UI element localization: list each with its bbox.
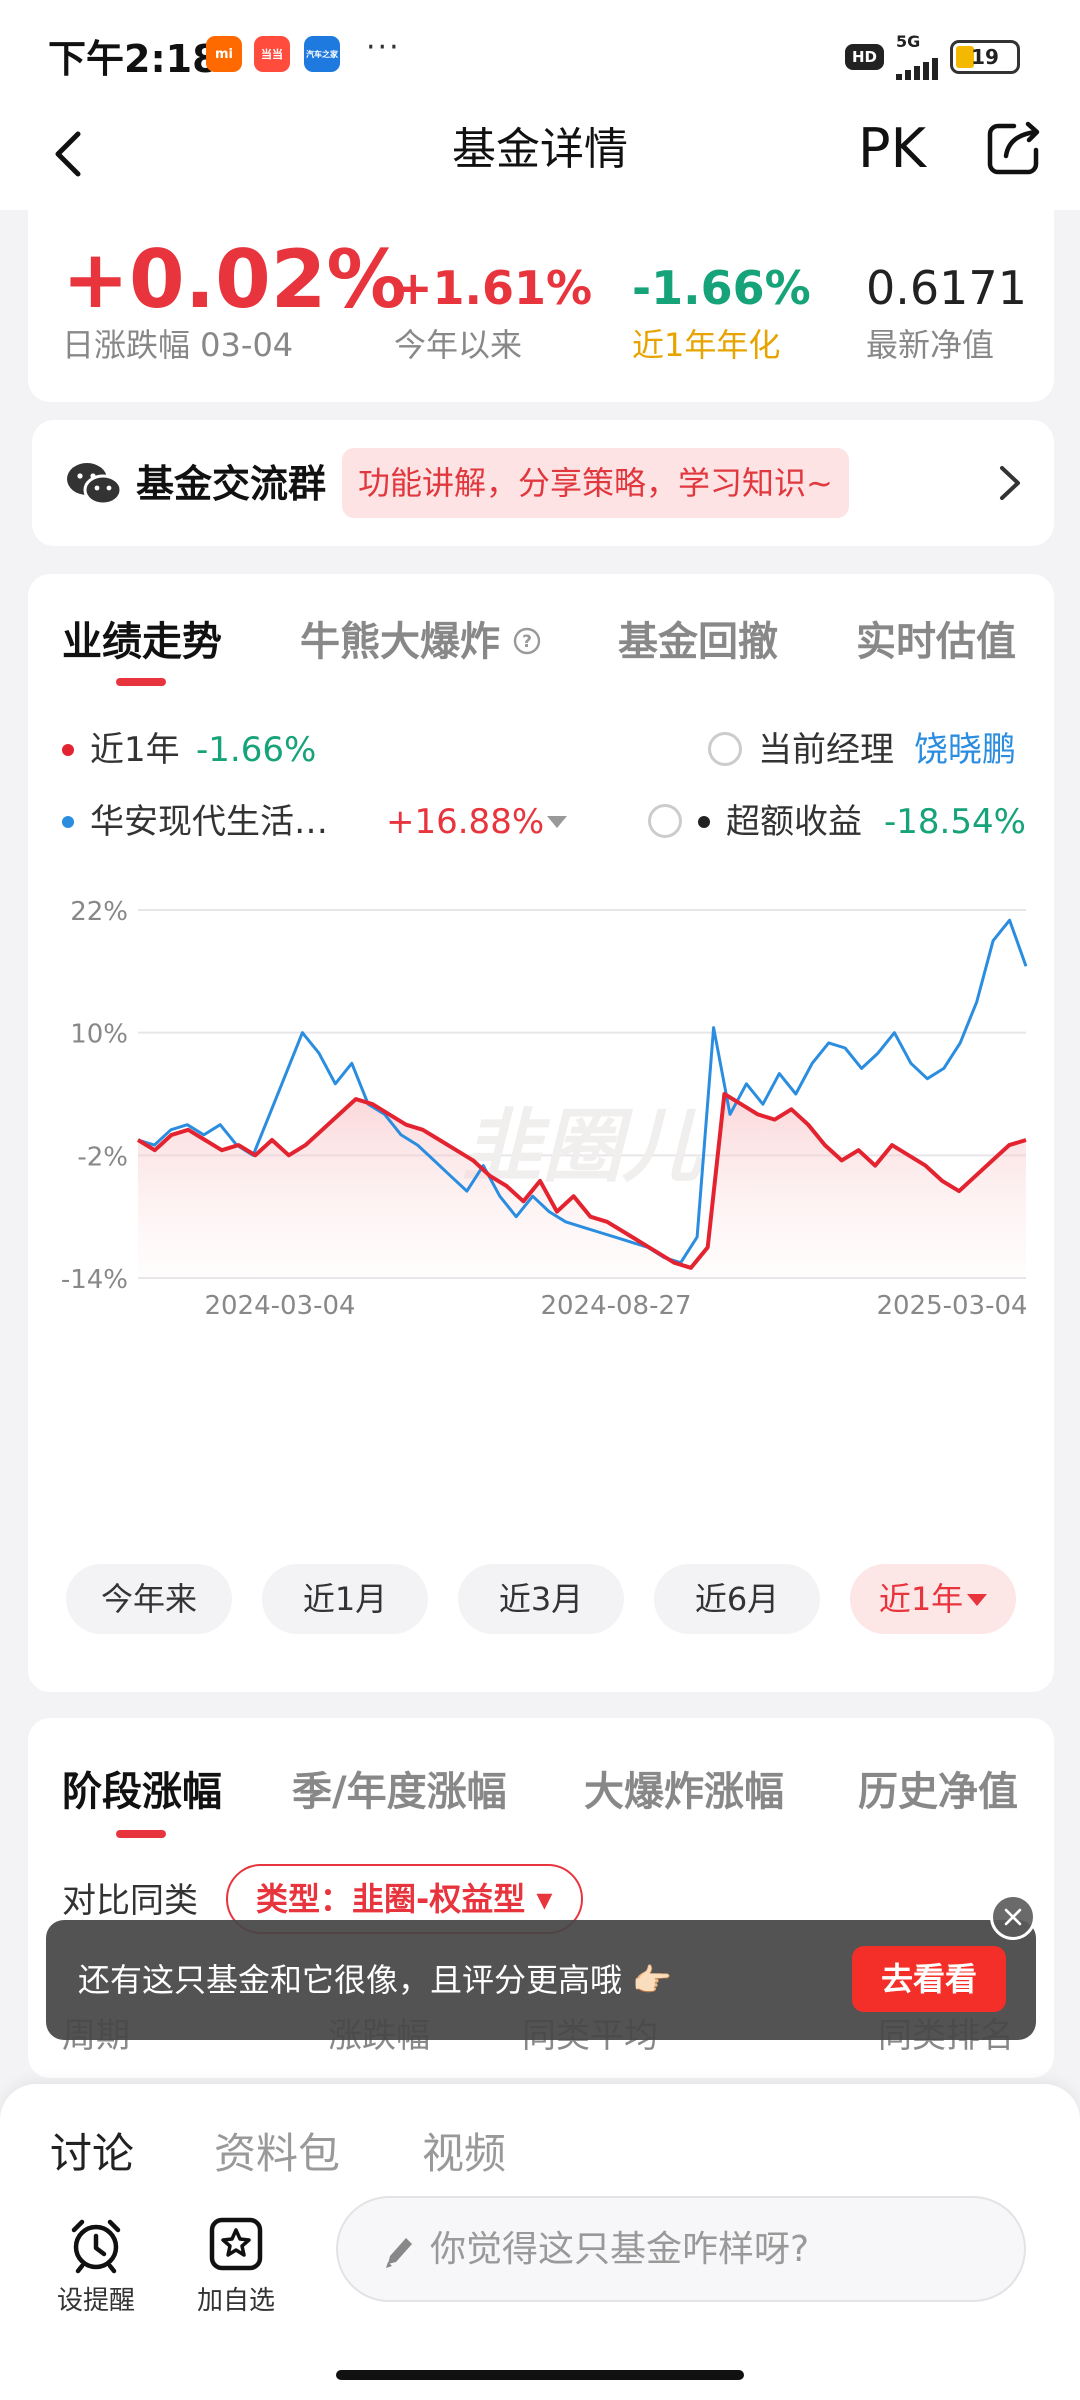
series2-dot <box>62 816 74 828</box>
tab-drawdown[interactable]: 基金回撤 <box>618 619 778 665</box>
close-icon[interactable] <box>990 1894 1036 1940</box>
tab-boom-returns[interactable]: 大爆炸涨幅 <box>584 1769 784 1815</box>
nav-label: 最新净值 <box>866 326 995 364</box>
series2-value: +16.88% <box>386 802 545 842</box>
x-tick-label: 2024-08-27 <box>540 1291 691 1321</box>
dropdown-caret-icon[interactable] <box>546 814 568 830</box>
alarm-clock-icon <box>71 2219 121 2274</box>
compare-label: 对比同类 <box>62 1881 198 1921</box>
ytd-label: 今年以来 <box>394 326 523 364</box>
fund-summary-card: +0.02% 日涨跌幅 03-04 +1.61% 今年以来 -1.66% 近1年… <box>28 210 1054 402</box>
tab-quarterly-annual[interactable]: 季/年度涨幅 <box>292 1769 507 1815</box>
range-ytd-button[interactable]: 今年来 <box>66 1564 232 1634</box>
range-6m-button[interactable]: 近6月 <box>654 1564 820 1634</box>
series2-label: 华安现代生活… <box>90 802 328 842</box>
active-tab-indicator <box>116 678 166 686</box>
tab-realtime-estimate[interactable]: 实时估值 <box>856 619 1016 665</box>
ytd-value: +1.61% <box>394 261 593 315</box>
signal-icon: 5G <box>896 34 938 80</box>
go-see-button[interactable]: 去看看 <box>852 1946 1006 2012</box>
excess-label: 超额收益 <box>726 802 862 842</box>
performance-card: 业绩走势 牛熊大爆炸 ? 基金回撤 实时估值 近1年 -1.66% 当前经理 饶… <box>28 574 1054 1692</box>
home-indicator <box>336 2370 744 2380</box>
hd-icon: HD <box>844 44 884 70</box>
range-caret-icon <box>967 1594 987 1606</box>
series-line-1 <box>136 1092 1027 1270</box>
comment-placeholder: 你觉得这只基金咋样呀? <box>430 2229 810 2270</box>
set-reminder-label: 设提醒 <box>56 2286 135 2316</box>
y-tick-label: 22% <box>70 897 128 927</box>
battery-level: 19 <box>971 45 999 69</box>
help-icon[interactable]: ? <box>512 626 542 656</box>
series-line-2 <box>137 918 1028 1265</box>
excess-value: -18.54% <box>884 802 1026 842</box>
nav-value: 0.6171 <box>866 261 1027 315</box>
dangdang-app-icon: 当当 <box>254 36 290 72</box>
status-time: 下午2:18 <box>48 37 219 81</box>
series1-label: 近1年 <box>90 730 180 770</box>
performance-chart[interactable]: 22% 10% -2% -14% 韭圈儿 2024-03-04 2024-08-27 2025… <box>28 874 1054 1344</box>
battery-icon: 19 <box>950 40 1020 74</box>
group-tagline: 功能讲解，分享策略，学习知识~ <box>342 448 849 518</box>
pk-button[interactable]: PK <box>858 117 926 180</box>
status-right: HD 5G 19 <box>844 34 1020 80</box>
y-tick-label: 10% <box>70 1020 128 1050</box>
category-type-chip[interactable]: 类型：韭圈-权益型 ▾ <box>226 1864 583 1934</box>
year-annualized-value: -1.66% <box>632 261 811 315</box>
chevron-right-icon <box>1000 466 1020 500</box>
tab-history-nav[interactable]: 历史净值 <box>858 1769 1018 1815</box>
x-tick-label: 2024-03-04 <box>204 1291 355 1321</box>
recommend-toast: 还有这只基金和它很像，且评分更高哦 👉🏻 去看看 <box>46 1920 1036 2040</box>
status-bar: 下午2:18 mi 当当 汽车之家 ··· HD 5G 19 <box>0 0 1080 100</box>
toast-message: 还有这只基金和它很像，且评分更高哦 👉🏻 <box>78 1961 673 1999</box>
tab-stage-returns[interactable]: 阶段涨幅 <box>62 1769 222 1815</box>
range-1m-button[interactable]: 近1月 <box>262 1564 428 1634</box>
series1-dot <box>62 744 74 756</box>
daily-change-value: +0.02% <box>62 233 407 326</box>
autohome-app-icon: 汽车之家 <box>304 36 340 72</box>
star-box-icon <box>209 2217 263 2271</box>
tab-materials[interactable]: 资料包 <box>214 2129 341 2178</box>
nav-bar: 基金详情 PK <box>0 100 1080 210</box>
xiaomi-app-icon: mi <box>206 36 242 72</box>
y-tick-label: -14% <box>61 1265 128 1295</box>
tab-performance-trend[interactable]: 业绩走势 <box>62 619 222 665</box>
manager-name[interactable]: 饶晓鹏 <box>914 730 1016 770</box>
fund-group-banner[interactable]: 基金交流群 功能讲解，分享策略，学习知识~ <box>32 420 1054 546</box>
page-title: 基金详情 <box>452 124 628 175</box>
chart-watermark: 韭圈儿 <box>462 1100 705 1193</box>
manager-radio[interactable] <box>708 732 742 766</box>
network-label: 5G <box>896 32 921 51</box>
set-reminder-button[interactable]: 设提醒 <box>56 2214 136 2317</box>
range-3m-button[interactable]: 近3月 <box>458 1564 624 1634</box>
wechat-icon <box>67 463 122 506</box>
daily-change-label: 日涨跌幅 03-04 <box>62 326 294 364</box>
pencil-icon <box>386 2238 412 2268</box>
series-1-area <box>138 1094 1026 1278</box>
comment-input[interactable]: 你觉得这只基金咋样呀? <box>336 2196 1026 2302</box>
manager-label: 当前经理 <box>758 730 894 770</box>
add-watchlist-label: 加自选 <box>196 2286 275 2316</box>
excess-radio[interactable] <box>648 804 682 838</box>
range-1y-button[interactable]: 近1年 <box>850 1564 1016 1634</box>
back-icon[interactable] <box>40 124 100 184</box>
tab-bull-bear[interactable]: 牛熊大爆炸 <box>300 619 500 665</box>
svg-text:?: ? <box>522 632 532 652</box>
tab-discussion[interactable]: 讨论 <box>50 2129 135 2178</box>
excess-dot <box>698 816 710 828</box>
stage-tab-indicator <box>116 1830 166 1838</box>
x-tick-label: 2025-03-04 <box>876 1291 1027 1321</box>
add-watchlist-button[interactable]: 加自选 <box>196 2214 276 2317</box>
group-title: 基金交流群 <box>136 462 327 506</box>
series1-value: -1.66% <box>196 730 317 770</box>
more-notifications-icon: ··· <box>366 30 401 65</box>
tab-video[interactable]: 视频 <box>422 2129 507 2178</box>
year-annualized-label: 近1年年化 <box>632 326 781 364</box>
y-tick-label: -2% <box>77 1142 128 1172</box>
share-icon[interactable] <box>984 118 1044 178</box>
